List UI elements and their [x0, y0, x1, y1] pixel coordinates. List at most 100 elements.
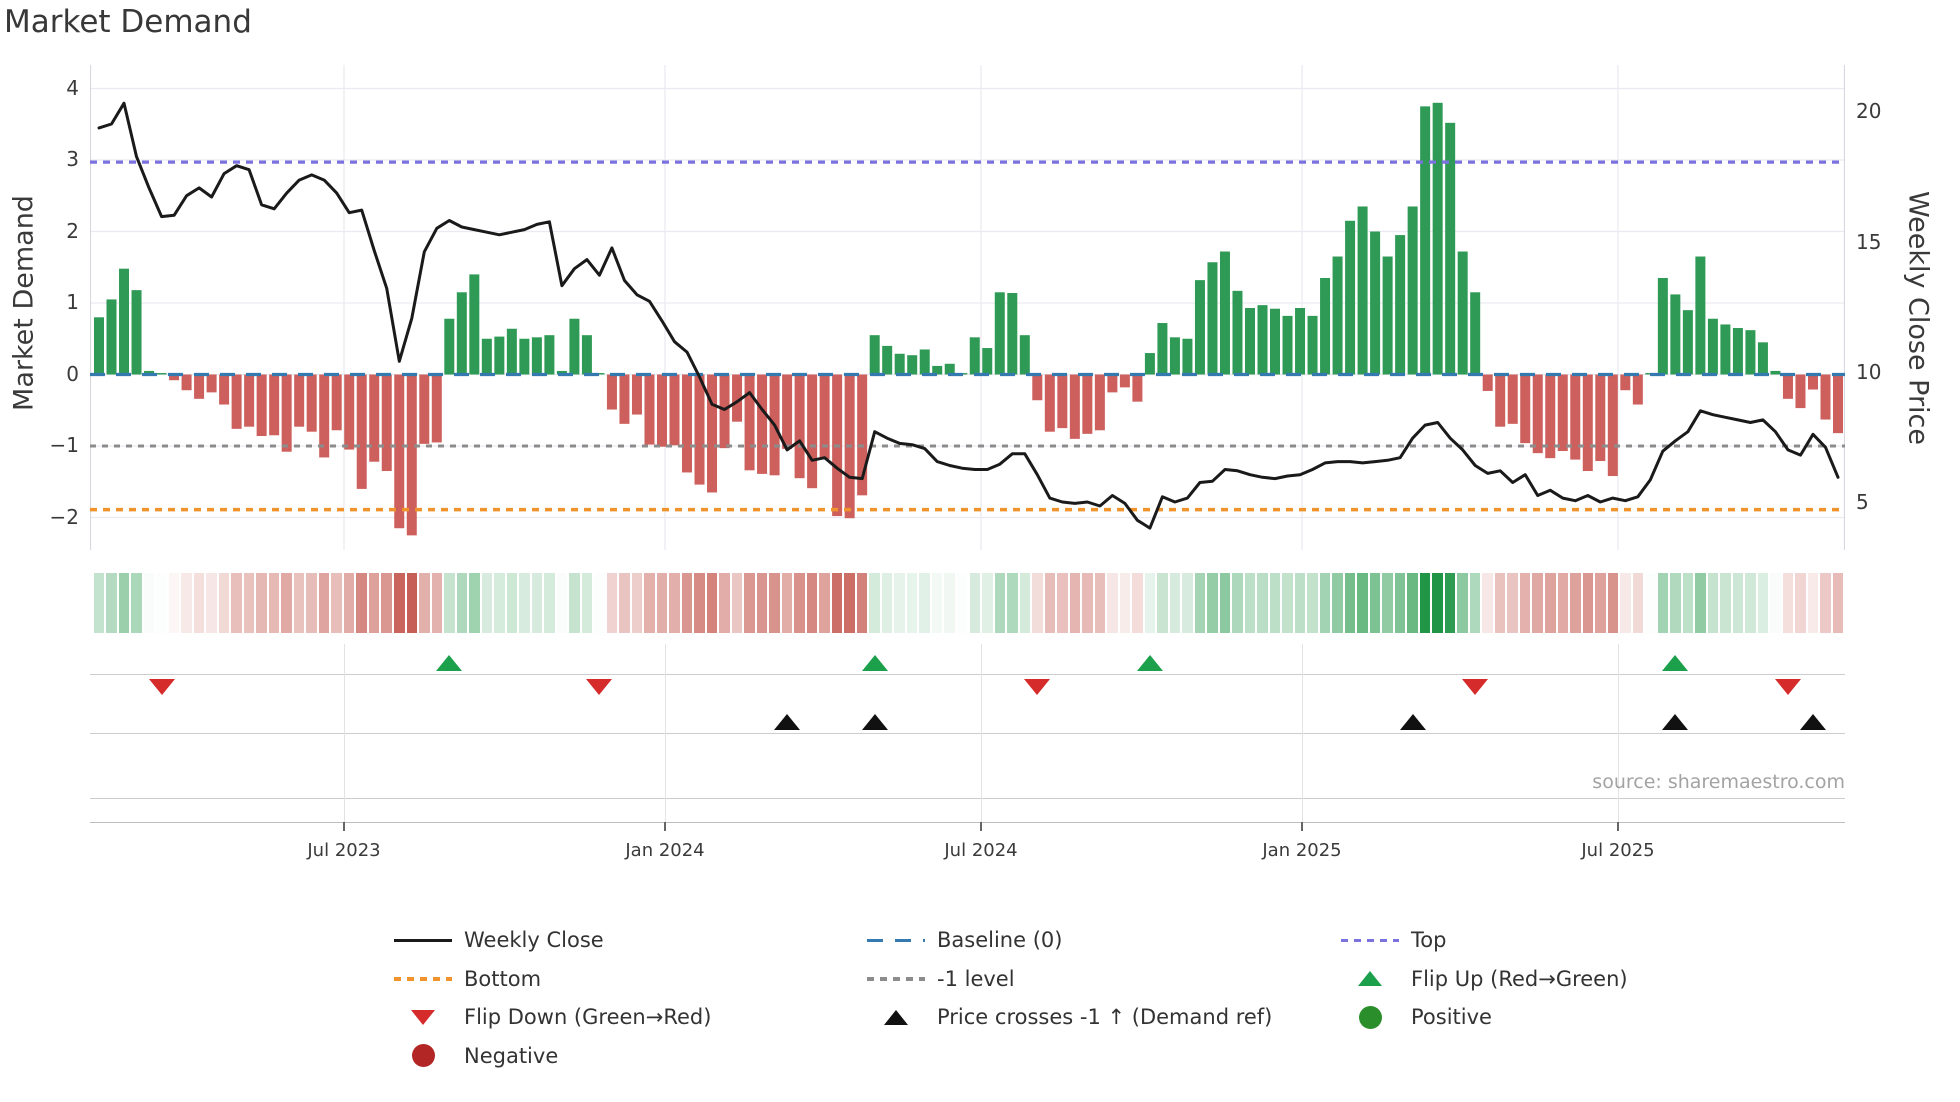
heatmap-cell [1519, 573, 1531, 633]
y-tick-left: 2 [66, 218, 79, 243]
demand-bar-negative [319, 374, 330, 458]
demand-bar-negative [1482, 374, 1493, 391]
heatmap-cell [681, 573, 693, 633]
demand-bar-positive [1445, 122, 1456, 375]
demand-bar-negative [619, 374, 630, 424]
demand-bars [94, 102, 1843, 536]
heatmap-cell [544, 573, 555, 633]
demand-bar-positive [1770, 370, 1781, 375]
heatmap-cell [343, 573, 355, 633]
demand-bar-negative [1545, 374, 1556, 459]
heatmap-cell [481, 573, 493, 633]
demand-bar-negative [819, 374, 830, 459]
demand-bar-negative [369, 374, 380, 462]
tri-up-glyph [884, 1009, 908, 1025]
demand-bar-negative [1595, 374, 1606, 462]
demand-bar-positive [531, 337, 542, 375]
y-tick-left: −2 [49, 504, 79, 529]
heatmap-cell [168, 573, 180, 633]
demand-bar-negative [807, 374, 818, 489]
heatmap-cell [93, 573, 105, 633]
heatmap-cell [1394, 573, 1406, 633]
heatmap-cell [769, 573, 780, 633]
legend-item: Flip Up (Red→Green) [1337, 960, 1628, 999]
demand-bar-positive [882, 345, 893, 375]
heatmap-cell [268, 573, 280, 633]
heatmap-cell [406, 573, 418, 633]
demand-bar-negative [682, 374, 693, 473]
legend-item: -1 level [863, 960, 1272, 999]
x-axis-tickmark [980, 822, 982, 831]
weekly-close-line [97, 101, 1840, 530]
demand-bar-negative [306, 374, 317, 432]
heatmap-cell [1369, 573, 1381, 633]
legend-swatch-tri-up-icon [863, 1009, 929, 1025]
circle-glyph [1358, 1005, 1382, 1029]
heatmap-cell [1244, 573, 1256, 633]
heatmap-cell [218, 573, 230, 633]
legend-swatch-dotted-icon [1337, 938, 1403, 942]
legend-item: Baseline (0) [863, 921, 1272, 960]
heatmap-cell [1194, 573, 1206, 633]
price-cross-marker [1799, 714, 1826, 730]
heatmap-cell [469, 573, 480, 633]
demand-bar-negative [1632, 374, 1643, 405]
panel-gridline [90, 798, 1845, 799]
heatmap-cell [556, 573, 568, 633]
y-tick-right: 5 [1856, 490, 1869, 515]
demand-bar-positive [1169, 337, 1180, 375]
demand-bar-positive [1357, 206, 1368, 375]
legend-label: Weekly Close [464, 928, 604, 953]
heatmap-cell [143, 573, 155, 633]
legend-item: Flip Down (Green→Red) [390, 998, 711, 1037]
legend-swatch-circle-icon [1337, 1005, 1403, 1029]
demand-bar-positive [469, 274, 480, 375]
demand-bar-negative [794, 374, 805, 479]
heatmap-cell [944, 573, 955, 633]
demand-bar-negative [1520, 374, 1531, 444]
demand-bar-positive [1420, 106, 1431, 375]
heatmap-cell [1082, 573, 1093, 633]
heatmap-cell [1282, 573, 1293, 633]
heatmap-cell [831, 573, 843, 633]
main-chart-plot [90, 65, 1845, 550]
flip-down-marker [1774, 679, 1801, 695]
flip-up-marker [1136, 655, 1163, 671]
heatmap-cell [1745, 573, 1756, 633]
heatmap-cell [1707, 573, 1719, 633]
demand-bar-positive [1720, 324, 1731, 375]
legend-label: Positive [1411, 1005, 1492, 1030]
demand-bar-negative [744, 374, 755, 471]
demand-bar-negative [256, 374, 267, 436]
price-cross-marker [774, 714, 801, 730]
demand-bar-positive [1182, 338, 1193, 375]
demand-bar-positive [494, 336, 505, 375]
heatmap-strip [90, 573, 1845, 633]
demand-bar-negative [219, 374, 230, 405]
demand-bar-negative [206, 374, 217, 393]
heatmap-cell [856, 573, 868, 633]
demand-bar-positive [1257, 305, 1268, 375]
panel-gridline [90, 733, 1845, 734]
heatmap-cell [806, 573, 818, 633]
demand-bar-negative [757, 374, 768, 474]
demand-bar-negative [782, 374, 793, 449]
demand-bar-negative [344, 374, 355, 450]
heatmap-cell [431, 573, 443, 633]
demand-bar-negative [1833, 374, 1843, 434]
heatmap-cell [794, 573, 805, 633]
panel-gridline-v [1302, 644, 1303, 822]
y-tick-left: 4 [66, 75, 79, 100]
heatmap-cell [131, 573, 142, 633]
demand-bar-negative [1795, 374, 1806, 409]
legend-label: Flip Down (Green→Red) [464, 1005, 712, 1030]
demand-bar-positive [1670, 294, 1681, 375]
legend-label: Top [1411, 928, 1447, 953]
heatmap-cell [1645, 573, 1656, 633]
demand-bar-negative [181, 374, 192, 391]
heatmap-cell [1319, 573, 1331, 633]
legend-swatch-tri-up-icon [1337, 971, 1403, 987]
legend-column: Weekly Close Bottom Flip Down (Green→Red) N… [390, 921, 711, 1075]
demand-bar-positive [1432, 102, 1443, 375]
demand-bar-positive [869, 335, 880, 375]
